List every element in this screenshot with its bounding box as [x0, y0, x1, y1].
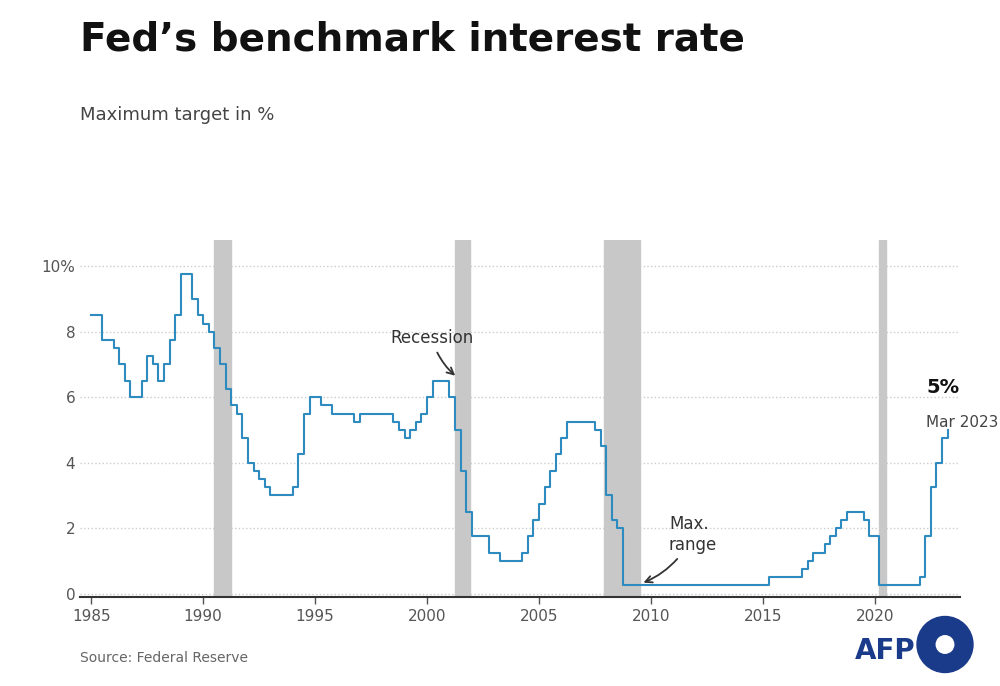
Text: 5%: 5% [926, 378, 960, 397]
Bar [879, 240, 886, 597]
Text: AFP: AFP [855, 637, 916, 665]
Bar [604, 240, 640, 597]
Circle shape [917, 617, 973, 672]
Text: Recession: Recession [390, 329, 473, 375]
Text: Source: Federal Reserve: Source: Federal Reserve [80, 652, 248, 665]
Text: Fed’s benchmark interest rate: Fed’s benchmark interest rate [80, 21, 745, 58]
Circle shape [936, 636, 954, 653]
Text: Max.
range: Max. range [645, 515, 717, 582]
Bar [455, 240, 470, 597]
Text: Mar 2023: Mar 2023 [926, 415, 999, 430]
Bar [214, 240, 231, 597]
Text: Maximum target in %: Maximum target in % [80, 106, 274, 124]
